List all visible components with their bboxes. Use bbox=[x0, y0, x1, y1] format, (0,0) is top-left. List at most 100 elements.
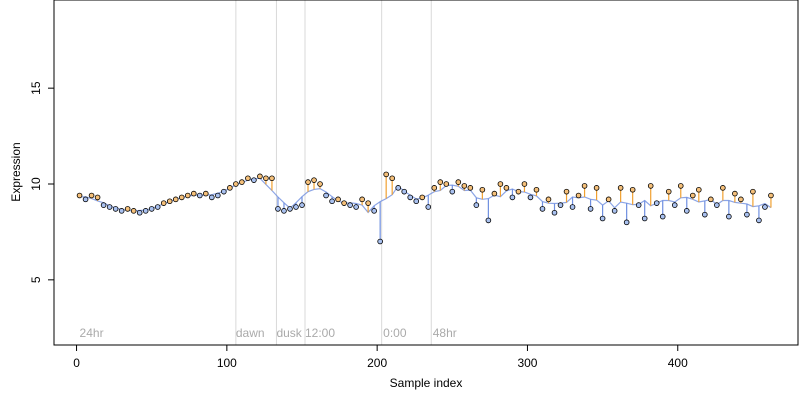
data-point bbox=[714, 202, 720, 208]
data-point bbox=[768, 192, 774, 199]
x-tick-label: 0 bbox=[73, 356, 80, 370]
data-point bbox=[395, 185, 401, 191]
data-point bbox=[455, 179, 462, 185]
data-point bbox=[665, 188, 672, 195]
plot-frame bbox=[53, 0, 799, 346]
annotation-label: dawn bbox=[236, 326, 265, 340]
annotation-label: 48hr bbox=[433, 326, 457, 340]
data-point bbox=[233, 181, 239, 187]
data-point bbox=[263, 175, 269, 182]
x-tick-label: 300 bbox=[517, 356, 537, 370]
data-point bbox=[750, 188, 756, 195]
data-point bbox=[172, 196, 179, 203]
x-tick-label: 100 bbox=[217, 356, 237, 370]
data-point bbox=[335, 196, 341, 203]
data-point bbox=[744, 211, 750, 218]
data-point bbox=[461, 183, 468, 189]
data-point bbox=[756, 217, 762, 224]
data-point bbox=[671, 202, 678, 208]
annotation-label: 0:00 bbox=[383, 326, 407, 340]
data-point bbox=[88, 192, 95, 199]
data-point bbox=[203, 190, 209, 197]
data-point bbox=[545, 196, 552, 203]
y-axis: 5 10 15 bbox=[29, 81, 54, 283]
data-point bbox=[82, 196, 89, 203]
data-point bbox=[209, 194, 215, 201]
data-point bbox=[695, 186, 702, 193]
data-point bbox=[100, 202, 107, 208]
data-point bbox=[683, 208, 690, 214]
data-point bbox=[425, 204, 432, 210]
data-point bbox=[515, 188, 522, 195]
data-point bbox=[329, 198, 335, 205]
data-point bbox=[118, 208, 125, 214]
data-point bbox=[732, 190, 738, 197]
data-point bbox=[269, 175, 275, 182]
data-point bbox=[443, 181, 450, 187]
data-point bbox=[431, 185, 438, 191]
data-point bbox=[166, 198, 173, 205]
data-point bbox=[275, 206, 281, 212]
data-point bbox=[521, 181, 528, 187]
data-point bbox=[287, 206, 293, 212]
data-point bbox=[653, 200, 660, 206]
data-point bbox=[689, 192, 696, 199]
data-point bbox=[227, 185, 233, 191]
data-point bbox=[142, 208, 149, 214]
y-tick-label: 5 bbox=[29, 276, 43, 283]
data-point bbox=[293, 204, 299, 210]
data-point bbox=[148, 206, 155, 212]
data-point bbox=[593, 185, 600, 191]
data-point bbox=[563, 188, 570, 195]
data-point bbox=[112, 206, 119, 212]
data-point bbox=[130, 208, 137, 214]
data-point bbox=[449, 188, 456, 195]
data-point bbox=[94, 194, 101, 201]
y-tick-label: 10 bbox=[29, 177, 43, 191]
data-point bbox=[299, 202, 305, 208]
data-point bbox=[196, 192, 203, 199]
x-tick-label: 200 bbox=[367, 356, 387, 370]
data-point bbox=[353, 204, 359, 210]
data-point bbox=[647, 183, 654, 189]
data-point bbox=[377, 238, 383, 245]
x-axis: 0 100 200 300 400 bbox=[73, 345, 688, 370]
data-point bbox=[124, 206, 131, 212]
data-point bbox=[251, 177, 257, 183]
data-point bbox=[365, 200, 371, 206]
data-point bbox=[407, 194, 414, 201]
data-point bbox=[629, 186, 636, 193]
y-tick-label: 15 bbox=[29, 81, 43, 95]
data-point bbox=[677, 183, 684, 189]
data-point bbox=[659, 213, 666, 220]
data-point bbox=[575, 192, 582, 199]
data-point bbox=[491, 190, 498, 197]
data-point bbox=[533, 186, 540, 193]
data-point bbox=[317, 181, 323, 187]
data-point bbox=[106, 204, 113, 210]
annotation-label: 24hr bbox=[80, 326, 104, 340]
data-point bbox=[401, 188, 408, 195]
data-point bbox=[136, 209, 143, 216]
data-point bbox=[569, 204, 576, 210]
data-point bbox=[641, 215, 648, 222]
data-point bbox=[539, 206, 546, 212]
data-point bbox=[311, 177, 317, 183]
data-point bbox=[509, 194, 516, 201]
annotation-label: dusk bbox=[276, 326, 302, 340]
data-point bbox=[305, 179, 311, 185]
data-point bbox=[557, 202, 564, 208]
x-axis-label: Sample index bbox=[390, 376, 463, 390]
data-point bbox=[479, 186, 486, 193]
data-point bbox=[239, 179, 245, 185]
data-point bbox=[184, 192, 191, 199]
data-point bbox=[389, 175, 395, 182]
data-point bbox=[437, 179, 444, 185]
data-point bbox=[551, 209, 558, 216]
series-layer bbox=[76, 171, 774, 245]
data-point bbox=[413, 198, 420, 205]
x-tick-label: 400 bbox=[668, 356, 688, 370]
data-point bbox=[341, 200, 347, 206]
data-point bbox=[497, 181, 504, 187]
data-point bbox=[702, 211, 708, 218]
